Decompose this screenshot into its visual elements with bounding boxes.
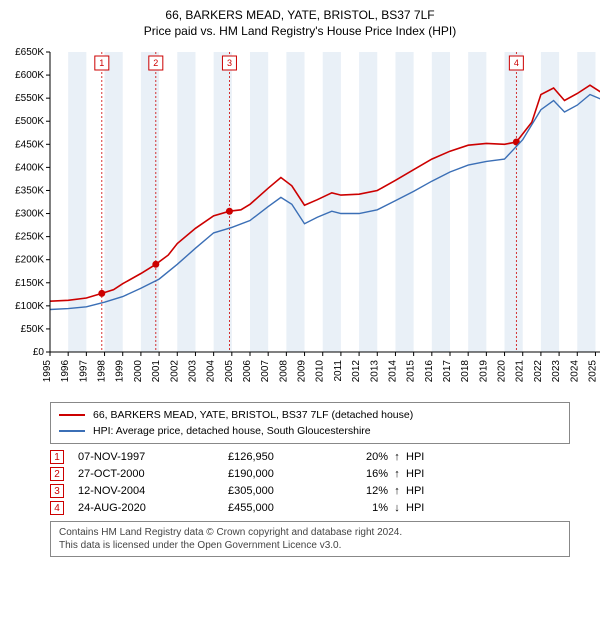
- svg-text:2023: 2023: [551, 360, 562, 383]
- sale-pct: 12%: [328, 485, 388, 497]
- sale-pct: 16%: [328, 468, 388, 480]
- svg-text:1995: 1995: [42, 360, 53, 383]
- svg-text:2020: 2020: [497, 360, 508, 383]
- price-chart: £0 £50K £100K £150K £200K £250K £300K £350K £400…: [8, 46, 600, 396]
- svg-text:2013: 2013: [369, 360, 380, 383]
- svg-text:£300K: £300K: [15, 209, 44, 220]
- sale-arrow-icon: ↓: [388, 502, 406, 514]
- svg-text:2025: 2025: [587, 360, 598, 383]
- svg-text:1998: 1998: [97, 360, 108, 383]
- svg-text:£600K: £600K: [15, 70, 44, 81]
- sale-marker: 4: [50, 501, 64, 515]
- svg-text:£250K: £250K: [15, 232, 44, 243]
- title-block: 66, BARKERS MEAD, YATE, BRISTOL, BS37 7L…: [8, 8, 592, 38]
- svg-text:2017: 2017: [442, 360, 453, 383]
- svg-text:2004: 2004: [206, 360, 217, 383]
- svg-text:4: 4: [514, 58, 519, 68]
- svg-text:2016: 2016: [424, 360, 435, 383]
- svg-text:2011: 2011: [333, 360, 344, 382]
- sale-date: 12-NOV-2004: [78, 485, 228, 497]
- svg-text:£400K: £400K: [15, 162, 44, 173]
- svg-text:£500K: £500K: [15, 116, 44, 127]
- legend: 66, BARKERS MEAD, YATE, BRISTOL, BS37 7L…: [50, 402, 570, 444]
- legend-item: 66, BARKERS MEAD, YATE, BRISTOL, BS37 7L…: [59, 407, 561, 423]
- svg-text:2007: 2007: [260, 360, 271, 383]
- svg-text:2005: 2005: [224, 360, 235, 383]
- sale-arrow-icon: ↑: [388, 451, 406, 463]
- sale-pct: 20%: [328, 451, 388, 463]
- legend-swatch: [59, 430, 85, 432]
- svg-text:2024: 2024: [569, 360, 580, 383]
- svg-text:2001: 2001: [151, 360, 162, 383]
- svg-text:1999: 1999: [115, 360, 126, 383]
- svg-text:2019: 2019: [478, 360, 489, 383]
- sale-price: £455,000: [228, 502, 328, 514]
- svg-text:£150K: £150K: [15, 278, 44, 289]
- svg-text:£200K: £200K: [15, 255, 44, 266]
- sale-arrow-icon: ↑: [388, 468, 406, 480]
- footer-line-2: This data is licensed under the Open Gov…: [59, 539, 561, 552]
- sale-price: £126,950: [228, 451, 328, 463]
- svg-text:2002: 2002: [169, 360, 180, 383]
- sales-list: 107-NOV-1997£126,95020%↑HPI227-OCT-2000£…: [8, 450, 592, 515]
- svg-text:£550K: £550K: [15, 93, 44, 104]
- svg-text:2021: 2021: [515, 360, 526, 383]
- sale-row: 1 07-NOV-1997£126,95020%↑HPI: [50, 450, 592, 464]
- svg-text:2: 2: [153, 58, 158, 68]
- svg-text:2022: 2022: [533, 360, 544, 383]
- svg-text:£100K: £100K: [15, 301, 44, 312]
- legend-label: 66, BARKERS MEAD, YATE, BRISTOL, BS37 7L…: [93, 409, 413, 421]
- svg-text:2009: 2009: [297, 360, 308, 383]
- chart-subtitle: Price paid vs. HM Land Registry's House …: [8, 24, 592, 38]
- svg-text:1997: 1997: [78, 360, 89, 383]
- svg-text:2015: 2015: [406, 360, 417, 383]
- sale-date: 24-AUG-2020: [78, 502, 228, 514]
- chart-title: 66, BARKERS MEAD, YATE, BRISTOL, BS37 7L…: [8, 8, 592, 22]
- sale-pct: 1%: [328, 502, 388, 514]
- sale-price: £190,000: [228, 468, 328, 480]
- svg-text:2000: 2000: [133, 360, 144, 383]
- svg-text:2010: 2010: [315, 360, 326, 383]
- legend-label: HPI: Average price, detached house, Sout…: [93, 425, 371, 437]
- sale-arrow-icon: ↑: [388, 485, 406, 497]
- svg-text:£50K: £50K: [21, 324, 45, 335]
- sale-row: 4 24-AUG-2020£455,0001%↓HPI: [50, 501, 592, 515]
- svg-text:3: 3: [227, 58, 232, 68]
- sale-row: 2 27-OCT-2000£190,00016%↑HPI: [50, 467, 592, 481]
- svg-text:£350K: £350K: [15, 185, 44, 196]
- svg-text:2008: 2008: [278, 360, 289, 383]
- sale-suffix: HPI: [406, 485, 424, 497]
- svg-text:1: 1: [99, 58, 104, 68]
- svg-text:£450K: £450K: [15, 139, 44, 150]
- sale-price: £305,000: [228, 485, 328, 497]
- footer-line-1: Contains HM Land Registry data © Crown c…: [59, 526, 561, 539]
- sale-date: 07-NOV-1997: [78, 451, 228, 463]
- sale-marker: 1: [50, 450, 64, 464]
- svg-text:2003: 2003: [187, 360, 198, 383]
- svg-text:2006: 2006: [242, 360, 253, 383]
- svg-text:2014: 2014: [387, 360, 398, 383]
- chart-container: £0 £50K £100K £150K £200K £250K £300K £350K £400…: [8, 46, 592, 396]
- footer: Contains HM Land Registry data © Crown c…: [50, 521, 570, 557]
- svg-text:£650K: £650K: [15, 47, 44, 58]
- sale-marker: 2: [50, 467, 64, 481]
- sale-suffix: HPI: [406, 468, 424, 480]
- sale-suffix: HPI: [406, 451, 424, 463]
- svg-text:2012: 2012: [351, 360, 362, 383]
- svg-text:2018: 2018: [460, 360, 471, 383]
- sale-row: 3 12-NOV-2004£305,00012%↑HPI: [50, 484, 592, 498]
- svg-text:1996: 1996: [60, 360, 71, 383]
- sale-date: 27-OCT-2000: [78, 468, 228, 480]
- sale-marker: 3: [50, 484, 64, 498]
- sale-suffix: HPI: [406, 502, 424, 514]
- svg-text:£0: £0: [33, 347, 45, 358]
- legend-item: HPI: Average price, detached house, Sout…: [59, 423, 561, 439]
- legend-swatch: [59, 414, 85, 416]
